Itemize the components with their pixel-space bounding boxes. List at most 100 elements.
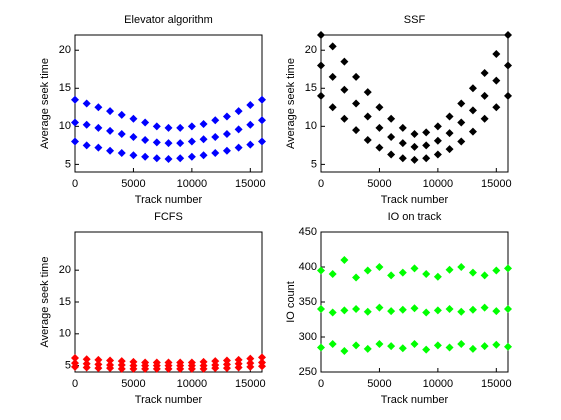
- scatter-point: [480, 114, 489, 123]
- subplot: FCFS Track number Average seek time 0 5000 10…: [39, 211, 266, 406]
- x-tick-label: 5000: [121, 378, 145, 390]
- scatter-point: [71, 95, 79, 104]
- scatter-point: [340, 306, 349, 315]
- x-tick-label: 5000: [121, 178, 145, 190]
- scatter-point: [433, 306, 442, 315]
- scatter-point: [94, 103, 103, 112]
- scatter-point: [422, 345, 431, 354]
- scatter-point: [71, 362, 79, 371]
- scatter-point: [410, 129, 419, 138]
- scatter-point: [387, 114, 396, 123]
- scatter-point: [199, 364, 208, 373]
- scatter-point: [199, 135, 208, 144]
- scatter-point: [176, 154, 185, 163]
- scatter-point: [82, 355, 91, 364]
- scatter-point: [71, 354, 79, 362]
- scatter-point: [117, 148, 126, 157]
- scatter-point: [410, 304, 419, 313]
- scatter-point: [457, 99, 466, 108]
- x-tick-label: 0: [318, 378, 324, 390]
- x-tick-label: 5000: [367, 178, 391, 190]
- x-tick-label: 10000: [177, 178, 208, 190]
- scatter-point: [492, 340, 501, 349]
- scatter-point: [468, 127, 477, 136]
- y-tick-label: 20: [59, 264, 71, 276]
- scatter-point: [258, 137, 266, 146]
- y-axis-label: Average seek time: [39, 58, 51, 149]
- scatter-point: [141, 152, 150, 161]
- x-axis-label: Track number: [135, 394, 203, 406]
- scatter-point: [352, 273, 361, 282]
- scatter-point: [106, 126, 115, 135]
- scatter-point: [398, 154, 407, 163]
- y-axis-label: Average seek time: [39, 257, 51, 348]
- scatter-point: [387, 150, 396, 159]
- subplot: Elevator algorithm Track number Average se…: [39, 14, 266, 206]
- scatter-point: [246, 120, 255, 129]
- scatter-point: [480, 271, 489, 280]
- axes-frame: [320, 34, 509, 173]
- subplot-title: SSF: [404, 14, 426, 26]
- scatter-point: [222, 129, 231, 138]
- scatter-point: [187, 122, 196, 131]
- subplot: SSF Track number Average seek time 0 5000 100…: [285, 14, 512, 206]
- scatter-point: [152, 138, 161, 147]
- scatter-point: [328, 103, 337, 112]
- scatter-point: [164, 123, 173, 132]
- scatter-point: [258, 353, 266, 362]
- y-tick-label: 5: [65, 360, 71, 372]
- scatter-point: [352, 126, 361, 135]
- scatter-point: [129, 364, 138, 373]
- y-axis-label: Average seek time: [285, 58, 297, 149]
- scatter-point: [445, 265, 454, 274]
- scatter-point: [504, 31, 512, 39]
- scatter-point: [234, 363, 243, 372]
- scatter-point: [129, 132, 138, 141]
- scatter-point: [352, 305, 361, 313]
- scatter-point: [82, 99, 91, 108]
- scatter-point: [141, 118, 150, 127]
- scatter-point: [317, 61, 325, 70]
- scatter-point: [222, 146, 231, 155]
- scatter-point: [82, 120, 91, 129]
- scatter-point: [317, 343, 325, 352]
- scatter-point: [164, 155, 173, 164]
- y-tick-label: 400: [299, 261, 317, 273]
- scatter-point: [106, 146, 115, 155]
- axes-frame: [320, 231, 509, 373]
- y-tick-label: 20: [305, 44, 317, 56]
- x-tick-label: 15000: [481, 378, 512, 390]
- scatter-point: [246, 101, 255, 110]
- scatter-point: [82, 141, 91, 150]
- scatter-point: [504, 91, 512, 100]
- scatter-point: [375, 303, 384, 312]
- scatter-point: [141, 136, 150, 145]
- scatter-point: [375, 143, 384, 152]
- scatter-point: [422, 270, 431, 278]
- scatter-point: [246, 140, 255, 149]
- x-tick-label: 0: [72, 178, 78, 190]
- scatter-point: [363, 266, 372, 275]
- scatter-point: [106, 356, 115, 365]
- y-tick-label: 5: [65, 158, 71, 170]
- scatter-point: [492, 307, 501, 316]
- scatter-point: [480, 91, 489, 100]
- scatter-point: [258, 95, 266, 104]
- scatter-point: [492, 50, 501, 59]
- scatter-point: [410, 340, 419, 348]
- scatter-point: [363, 307, 372, 316]
- scatter-point: [422, 128, 431, 137]
- x-tick-label: 10000: [423, 378, 454, 390]
- subplot-title: Elevator algorithm: [124, 14, 213, 26]
- scatter-point: [433, 136, 442, 145]
- scatter-point: [94, 364, 103, 373]
- scatter-point: [410, 142, 419, 151]
- scatter-point: [317, 266, 325, 275]
- scatter-point: [468, 305, 477, 314]
- scatter-point: [398, 139, 407, 148]
- scatter-point: [106, 364, 115, 373]
- scatter-point: [457, 307, 466, 316]
- scatter-point: [363, 136, 372, 145]
- scatter-point: [433, 150, 442, 159]
- scatter-point: [129, 114, 138, 123]
